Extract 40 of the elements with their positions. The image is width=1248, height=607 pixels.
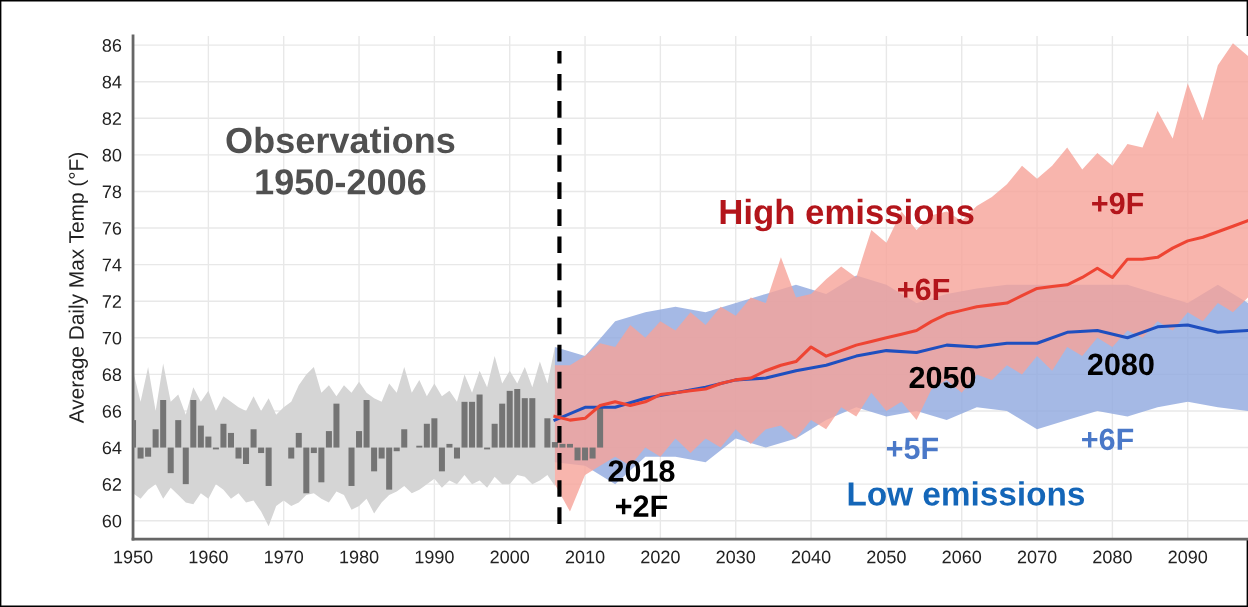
x-tick-label: 2030 bbox=[716, 550, 756, 564]
annotation: High emissions bbox=[720, 198, 974, 232]
annotation: 2080 bbox=[1087, 353, 1154, 376]
x-tick-label: 2070 bbox=[1017, 550, 1057, 564]
annotation: +5F bbox=[886, 437, 939, 460]
y-tick-label: 62 bbox=[102, 478, 122, 491]
annotation: Low emissions bbox=[848, 481, 1085, 506]
x-tick-label: 1950 bbox=[114, 550, 153, 564]
annotation: +6F bbox=[898, 278, 950, 301]
x-tick-label: 1960 bbox=[189, 550, 228, 564]
x-tick-label: 2040 bbox=[791, 550, 831, 564]
annotation: +6F bbox=[1082, 428, 1134, 451]
y-tick-label: 68 bbox=[102, 368, 122, 382]
y-tick-label: 80 bbox=[102, 148, 122, 162]
x-tick-label: 2000 bbox=[490, 550, 530, 564]
y-tick-label: 72 bbox=[102, 295, 122, 308]
annotation: 2050 bbox=[909, 366, 976, 389]
y-tick-label: 76 bbox=[102, 221, 122, 235]
annotation: Observations 1950-2006 bbox=[226, 126, 455, 195]
y-tick-label: 84 bbox=[102, 75, 122, 89]
x-tick-label: 1980 bbox=[340, 550, 379, 564]
x-tick-label: 1990 bbox=[415, 550, 454, 564]
x-tick-label: 2050 bbox=[867, 550, 906, 564]
y-tick-label: 74 bbox=[102, 258, 122, 272]
annotation: 2018 +2F bbox=[608, 460, 675, 517]
x-tick-label: 2080 bbox=[1093, 550, 1132, 564]
y-tick-label: 78 bbox=[102, 185, 122, 199]
y-tick-label: 66 bbox=[102, 404, 122, 418]
y-tick-label: 64 bbox=[102, 441, 122, 455]
y-tick-label: 70 bbox=[102, 331, 122, 345]
y-tick-label: 86 bbox=[102, 39, 122, 52]
x-tick-label: 2010 bbox=[565, 550, 605, 564]
y-axis-title: Average Daily Max Temp (°F) bbox=[68, 153, 88, 424]
x-tick-label: 2090 bbox=[1168, 550, 1208, 564]
y-tick-label: 60 bbox=[102, 514, 122, 528]
x-tick-label: 2020 bbox=[641, 550, 680, 564]
x-tick-label: 2060 bbox=[942, 550, 982, 564]
x-tick-label: 1970 bbox=[265, 550, 304, 564]
annotation: +9F bbox=[1092, 192, 1144, 215]
y-tick-label: 82 bbox=[102, 112, 122, 126]
